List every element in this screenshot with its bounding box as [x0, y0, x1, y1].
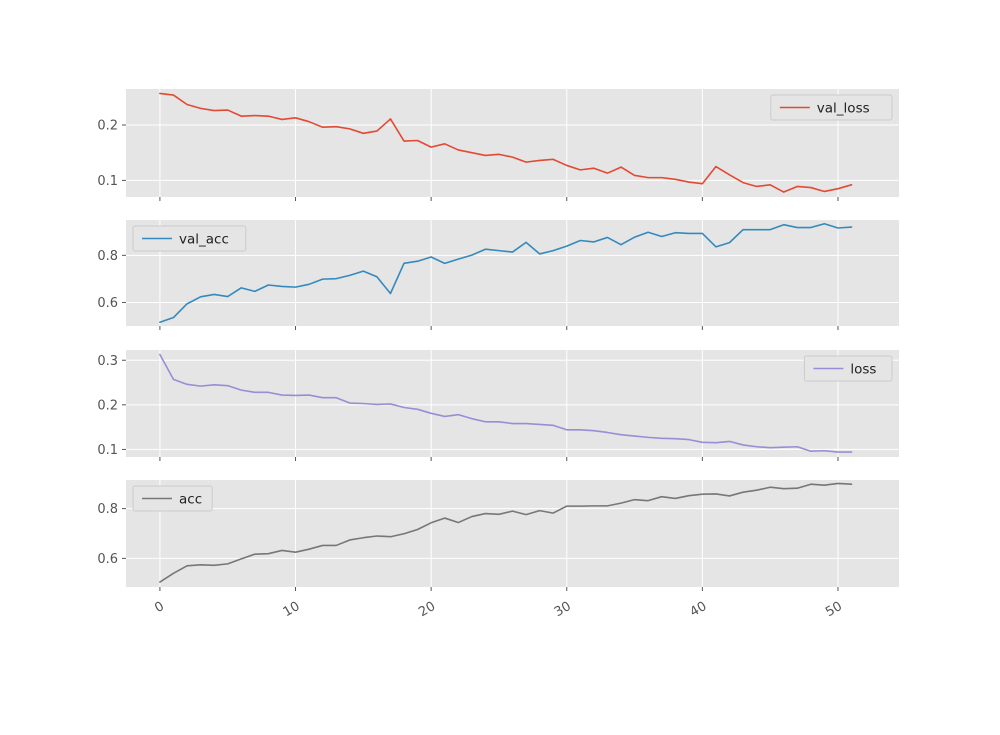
legend-label: acc	[179, 492, 202, 508]
series-line-val_loss	[159, 92, 853, 193]
y-tick-label: 0.2	[97, 119, 118, 134]
legend-loss: loss	[803, 355, 893, 382]
legend-box	[803, 355, 893, 382]
y-tick-label: 0.8	[97, 502, 118, 517]
subplot-acc: 0.6 0.8 acc	[97, 480, 899, 591]
subplot-loss: 0.1 0.2 0.3 loss	[97, 350, 899, 461]
x-tick-label: 50	[823, 599, 845, 620]
x-tick-label: 10	[281, 599, 303, 620]
y-tick-label: 0.6	[97, 296, 118, 311]
x-tick-label: 0	[152, 599, 167, 616]
legend-label: val_loss	[817, 101, 870, 117]
y-tick-label: 0.1	[97, 443, 118, 458]
legend-box	[770, 94, 893, 121]
legend-box	[132, 485, 213, 512]
y-tick-label: 0.2	[97, 398, 118, 413]
plot-area	[126, 480, 899, 587]
y-tick-label: 0.3	[97, 354, 118, 369]
legend-label: val_acc	[179, 232, 229, 248]
subplot-val_loss: 0.1 0.2 val_loss	[97, 89, 899, 201]
x-tick-label: 20	[416, 599, 438, 620]
y-tick-label: 0.6	[97, 552, 118, 567]
legend-label: loss	[850, 362, 876, 378]
y-tick-label: 0.8	[97, 249, 118, 264]
series-line-val_acc	[159, 222, 853, 324]
legend-acc: acc	[132, 485, 213, 512]
legend-val_loss: val_loss	[770, 94, 893, 121]
x-tick-label: 40	[688, 599, 710, 620]
subplot-val_acc: 0.6 0.8 val_acc	[97, 220, 899, 330]
plot-area	[126, 89, 899, 197]
x-tick-label: 30	[552, 599, 574, 620]
shared-x-axis: 0 10 20 30 40 50	[152, 599, 845, 620]
series-line-acc	[159, 482, 853, 583]
plot-area	[126, 350, 899, 457]
series-line-loss	[159, 353, 853, 453]
legend-box	[132, 225, 247, 252]
subplots: 0.1 0.2 val_loss 0.6 0.8 val_acc 0.1 0.2 0.3 loss…	[97, 89, 899, 591]
plot-area	[126, 220, 899, 326]
y-tick-label: 0.1	[97, 174, 118, 189]
legend-val_acc: val_acc	[132, 225, 247, 252]
